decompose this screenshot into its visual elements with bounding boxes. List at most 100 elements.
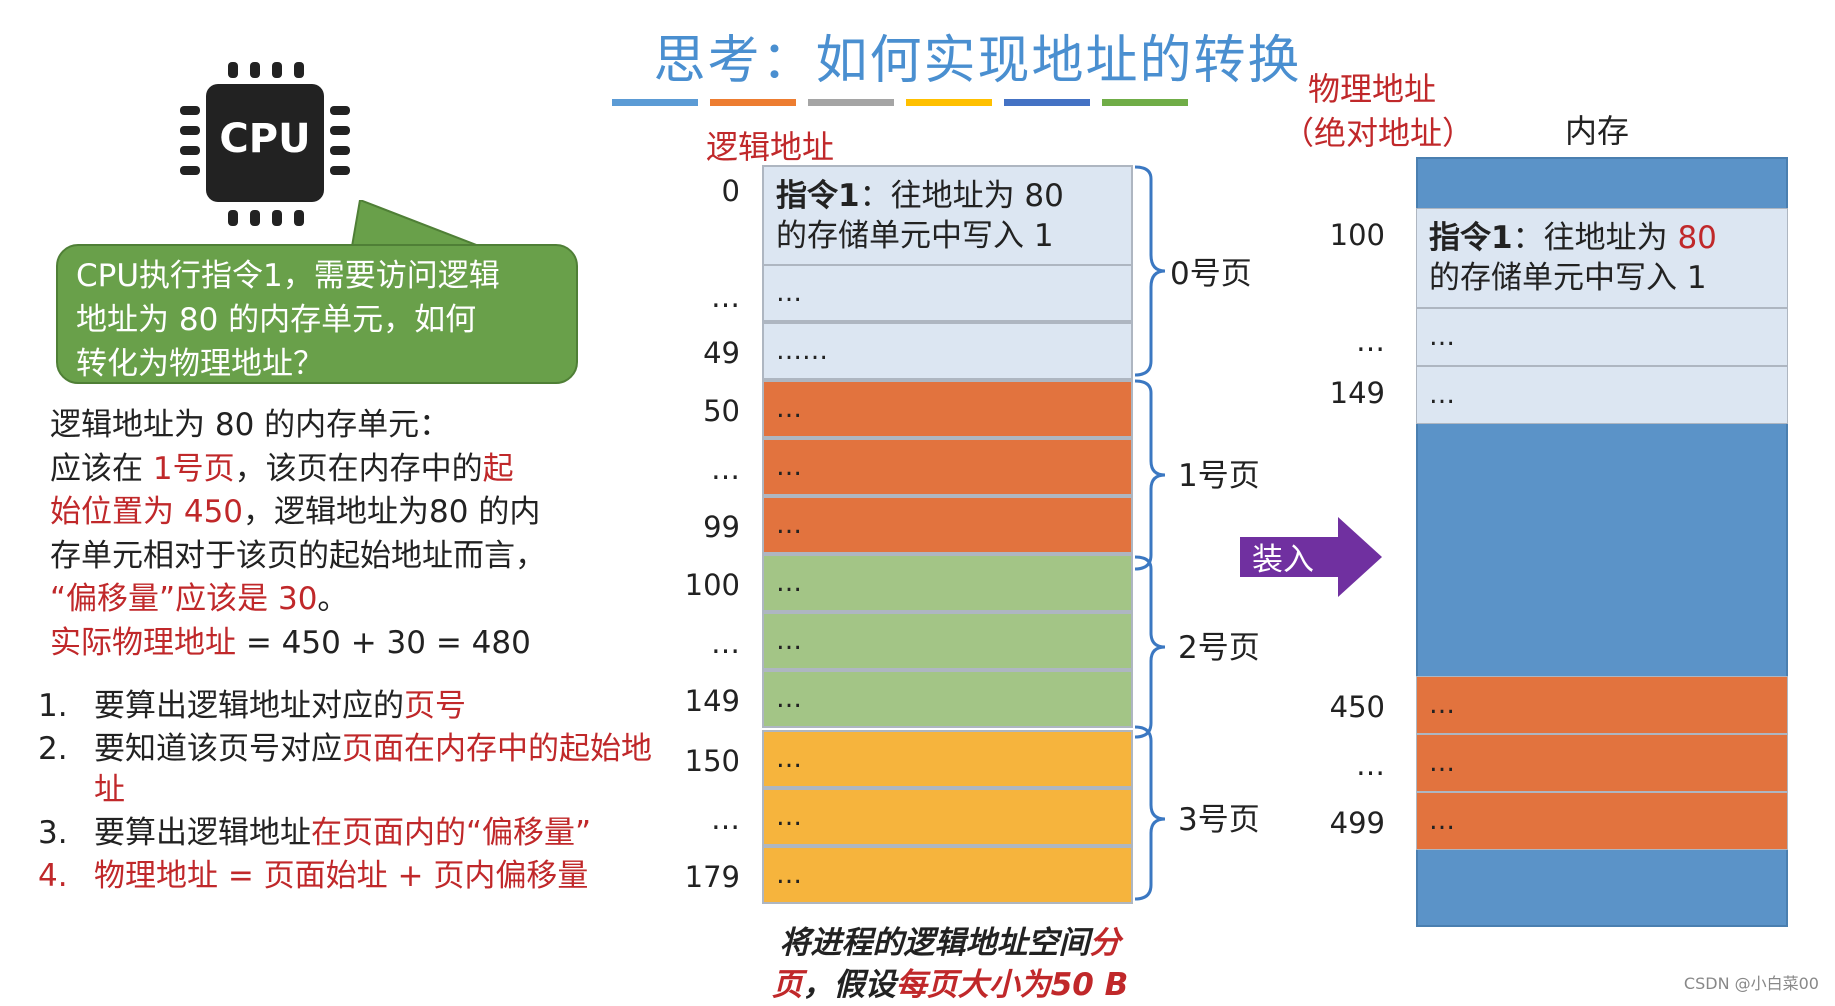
logical-cell: … <box>762 438 1133 496</box>
note-highlight: 每页大小为50 B <box>895 967 1129 1003</box>
instruction-text: 的存储单元中写入 1 <box>776 217 1054 254</box>
stripe <box>1102 99 1188 106</box>
step-text: 要知道该页号对应 <box>94 731 342 767</box>
stripe <box>808 99 894 106</box>
bracket-page-3 <box>1134 725 1166 901</box>
step-highlight: 物理地址 = 页面始址 + 页内偏移量 <box>94 858 589 894</box>
logical-address-label: … <box>711 802 740 836</box>
page-label-0: 0号页 <box>1170 256 1252 292</box>
logical-cell: … <box>762 730 1133 788</box>
step-text: 要算出逻辑地址对应的 <box>94 688 404 724</box>
logical-address-label: 50 <box>703 394 740 428</box>
stripe <box>906 99 992 106</box>
logical-address-label: … <box>711 626 740 660</box>
logical-cell: … <box>762 380 1133 438</box>
logical-address-label: 150 <box>684 744 740 778</box>
steps-list: 1. 要算出逻辑地址对应的页号 2. 要知道该页号对应页面在内存中的起始地址 3. 要… <box>38 686 668 899</box>
slide-title: 思考：如何实现地址的转换 <box>653 31 1302 91</box>
physical-address-label: 149 <box>1329 376 1385 410</box>
step-number: 1. <box>38 688 68 724</box>
instruction-address: 80 <box>1677 220 1717 256</box>
note-highlight: 页 <box>771 967 803 1003</box>
bubble-line: 转化为物理地址？ <box>76 346 324 382</box>
logical-cell: … <box>762 264 1133 322</box>
note-text: 将进程的逻辑地址空间 <box>779 925 1090 961</box>
page-label-3: 3号页 <box>1178 802 1260 838</box>
page-label-2: 2号页 <box>1178 630 1260 666</box>
explanation-text: 。 <box>317 581 349 617</box>
instruction-text: 的存储单元中写入 1 <box>1429 260 1707 296</box>
logical-cell: 指令1：往地址为 80 的存储单元中写入 1 <box>762 165 1133 266</box>
bracket-page-1 <box>1134 379 1166 571</box>
logical-address-label: 100 <box>684 568 740 602</box>
memory-cell: 指令1：往地址为 80 的存储单元中写入 1 <box>1416 208 1788 308</box>
memory-cell: … <box>1416 792 1788 850</box>
paging-assumption-note: 将进程的逻辑地址空间分 页，假设每页大小为50 B <box>735 922 1165 1006</box>
absolute-address-header: （绝对地址） <box>1282 114 1475 152</box>
page-brackets <box>1134 165 1166 901</box>
cpu-label: CPU <box>219 116 311 162</box>
physical-address-label: … <box>1356 748 1385 782</box>
logical-address-label: 49 <box>703 336 740 370</box>
list-item: 4. 物理地址 = 页面始址 + 页内偏移量 <box>38 856 668 897</box>
logical-cell: … <box>762 670 1133 728</box>
logical-cell: … <box>762 496 1133 554</box>
memory-cell: … <box>1416 734 1788 792</box>
physical-address-label: 实际物理地址 <box>50 624 236 661</box>
logical-address-header: 逻辑地址 <box>706 128 835 166</box>
logical-address-label: 179 <box>684 860 740 894</box>
logical-cell: … <box>762 846 1133 904</box>
note-text: ，假设 <box>802 967 896 1003</box>
instruction-text: ：往地址为 <box>1512 220 1678 256</box>
explanation-paragraph: 逻辑地址为 80 的内存单元： 应该在 1号页，该页在内存中的起 始位置为 45… <box>50 404 660 665</box>
instruction-line: 指令1：往地址为 80 <box>776 176 1064 216</box>
page-label-1: 1号页 <box>1178 458 1260 494</box>
logical-address-label: … <box>711 280 740 314</box>
load-label: 装入 <box>1252 542 1314 578</box>
logical-address-label: 99 <box>703 510 740 544</box>
physical-address-label: 100 <box>1329 218 1385 252</box>
physical-address-header: 物理地址 <box>1308 70 1437 108</box>
logical-address-label: 149 <box>684 684 740 718</box>
logical-address-label: … <box>711 452 740 486</box>
start-address-highlight: 始位置为 450 <box>50 494 244 530</box>
note-highlight: 分 <box>1089 925 1121 961</box>
physical-address-label: 450 <box>1329 690 1385 724</box>
explanation-text: 应该在 <box>50 450 153 487</box>
physical-address-label: … <box>1356 324 1385 358</box>
step-highlight: 在页面内的“偏移量” <box>311 815 592 851</box>
logical-cell: …… <box>762 322 1133 380</box>
bracket-page-2 <box>1134 555 1166 739</box>
explanation-line: 逻辑地址为 80 的内存单元： <box>50 407 451 443</box>
instruction-name: 指令1 <box>776 177 860 214</box>
explanation-highlight: 起 <box>482 450 514 487</box>
memory-header: 内存 <box>1565 112 1630 150</box>
logical-cell: … <box>762 612 1133 670</box>
memory-cell: … <box>1416 308 1788 366</box>
step-highlight: 页号 <box>404 688 466 724</box>
logical-cell: … <box>762 788 1133 846</box>
explanation-text: ，逻辑地址为80 的内 <box>243 494 541 530</box>
memory-cell: … <box>1416 676 1788 734</box>
instruction-text: ：往地址为 80 <box>859 177 1064 214</box>
list-item: 1. 要算出逻辑地址对应的页号 <box>38 686 668 727</box>
watermark: CSDN @小白菜00 <box>1683 974 1819 993</box>
step-text: 要算出逻辑地址 <box>94 815 311 851</box>
stripe <box>710 99 796 106</box>
list-item: 3. 要算出逻辑地址在页面内的“偏移量” <box>38 813 668 854</box>
physical-address-formula: = 450 + 30 = 480 <box>236 624 531 661</box>
step-number: 4. <box>38 858 68 894</box>
stripe <box>612 99 698 106</box>
explanation-line: 存单元相对于该页的起始地址而言， <box>50 537 546 574</box>
page-number-highlight: 1号页 <box>152 450 235 487</box>
physical-address-label: 499 <box>1329 806 1385 840</box>
bubble-line: 地址为 80 的内存单元，如何 <box>76 302 477 338</box>
bubble-line: CPU执行指令1，需要访问逻辑 <box>76 258 500 294</box>
step-number: 3. <box>38 815 68 851</box>
cpu-question-bubble: CPU执行指令1，需要访问逻辑 地址为 80 的内存单元，如何 转化为物理地址？ <box>56 244 578 384</box>
offset-highlight: “偏移量”应该是 30 <box>50 581 318 617</box>
bracket-page-0 <box>1134 165 1166 377</box>
step-highlight: 页面在内存中的起始地址 <box>94 731 652 808</box>
logical-address-label: 0 <box>721 174 740 208</box>
memory-cell: … <box>1416 366 1788 424</box>
